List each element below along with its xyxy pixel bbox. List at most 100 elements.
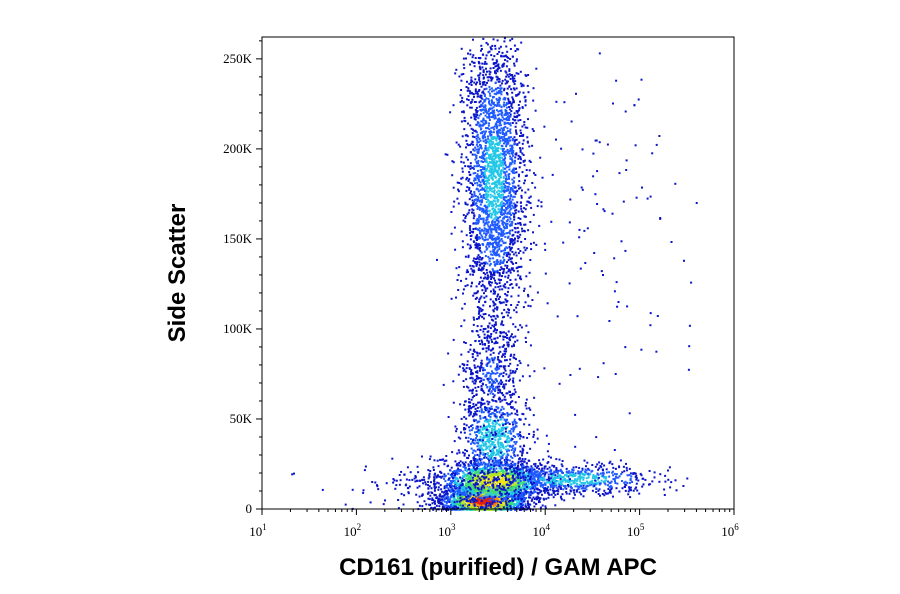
density-point bbox=[464, 480, 467, 483]
density-point bbox=[465, 475, 468, 478]
density-point bbox=[470, 477, 473, 480]
density-point bbox=[628, 474, 631, 477]
density-point bbox=[507, 489, 510, 492]
density-point bbox=[440, 472, 443, 474]
density-point bbox=[612, 495, 614, 498]
density-point bbox=[529, 485, 531, 488]
density-point bbox=[503, 467, 506, 470]
density-point bbox=[538, 498, 541, 501]
density-point bbox=[509, 439, 512, 442]
density-point bbox=[491, 370, 493, 373]
density-point bbox=[467, 457, 470, 460]
density-point bbox=[605, 471, 608, 474]
density-point bbox=[483, 420, 486, 423]
density-point bbox=[494, 439, 497, 442]
density-point bbox=[512, 479, 515, 482]
density-point bbox=[437, 465, 440, 468]
density-point bbox=[604, 479, 607, 482]
density-point bbox=[537, 477, 540, 480]
density-point bbox=[526, 486, 528, 488]
density-point bbox=[475, 477, 478, 480]
density-point bbox=[531, 487, 534, 490]
density-point bbox=[489, 365, 492, 368]
density-point bbox=[538, 500, 541, 503]
density-point bbox=[561, 479, 564, 482]
density-point bbox=[590, 470, 593, 473]
density-point bbox=[648, 483, 651, 486]
density-point bbox=[507, 413, 509, 416]
density-point bbox=[492, 486, 495, 489]
density-point bbox=[510, 432, 513, 435]
density-point bbox=[466, 485, 469, 488]
density-point bbox=[578, 480, 581, 483]
density-point bbox=[508, 495, 511, 498]
density-point bbox=[487, 419, 490, 421]
density-point bbox=[508, 488, 511, 491]
density-point bbox=[433, 494, 436, 497]
density-point bbox=[502, 497, 505, 500]
density-point bbox=[490, 429, 493, 432]
density-point bbox=[482, 467, 484, 470]
density-point bbox=[586, 461, 589, 464]
density-point bbox=[464, 487, 467, 490]
density-point bbox=[498, 447, 501, 450]
density-point bbox=[495, 453, 498, 456]
density-point bbox=[439, 470, 442, 473]
density-point bbox=[483, 408, 486, 410]
density-point bbox=[452, 380, 455, 383]
density-point bbox=[629, 486, 632, 489]
density-point bbox=[460, 417, 463, 420]
density-point bbox=[463, 423, 466, 426]
density-point bbox=[450, 484, 453, 487]
density-point bbox=[489, 486, 492, 489]
density-point bbox=[514, 483, 517, 486]
density-point bbox=[457, 500, 460, 503]
density-point bbox=[543, 482, 546, 485]
density-point bbox=[547, 473, 550, 476]
density-point bbox=[519, 445, 522, 448]
density-point bbox=[497, 391, 500, 394]
density-point bbox=[453, 476, 456, 479]
density-point bbox=[502, 470, 505, 473]
density-point bbox=[481, 439, 484, 442]
density-point bbox=[464, 491, 467, 494]
density-point bbox=[453, 505, 456, 508]
density-point bbox=[493, 503, 495, 506]
density-point bbox=[493, 476, 496, 479]
density-point bbox=[514, 422, 517, 425]
density-point bbox=[470, 429, 473, 432]
density-point bbox=[473, 503, 476, 506]
density-point bbox=[516, 478, 519, 481]
density-point bbox=[522, 495, 525, 498]
density-point bbox=[516, 454, 519, 457]
density-point bbox=[481, 449, 484, 452]
density-point bbox=[634, 487, 637, 490]
density-point bbox=[428, 472, 431, 475]
density-point bbox=[497, 443, 500, 446]
density-point bbox=[480, 439, 483, 442]
density-point bbox=[460, 491, 463, 494]
density-point bbox=[455, 464, 458, 467]
density-point bbox=[487, 348, 490, 351]
density-point bbox=[452, 472, 455, 475]
density-point bbox=[467, 411, 470, 414]
density-point bbox=[501, 444, 504, 447]
density-point bbox=[489, 375, 492, 378]
density-point bbox=[505, 350, 508, 353]
density-point bbox=[514, 479, 517, 482]
density-point bbox=[496, 490, 498, 493]
density-point bbox=[492, 448, 494, 451]
density-point bbox=[480, 470, 482, 473]
density-point bbox=[465, 504, 468, 507]
density-point bbox=[561, 483, 564, 486]
density-point bbox=[506, 467, 509, 470]
density-point bbox=[468, 398, 471, 401]
density-point bbox=[510, 335, 512, 338]
density-point bbox=[502, 490, 505, 493]
density-point bbox=[466, 385, 468, 388]
density-point bbox=[490, 431, 493, 434]
density-point bbox=[470, 370, 473, 373]
density-point bbox=[511, 345, 513, 348]
density-point bbox=[496, 371, 499, 374]
density-point bbox=[462, 491, 465, 494]
